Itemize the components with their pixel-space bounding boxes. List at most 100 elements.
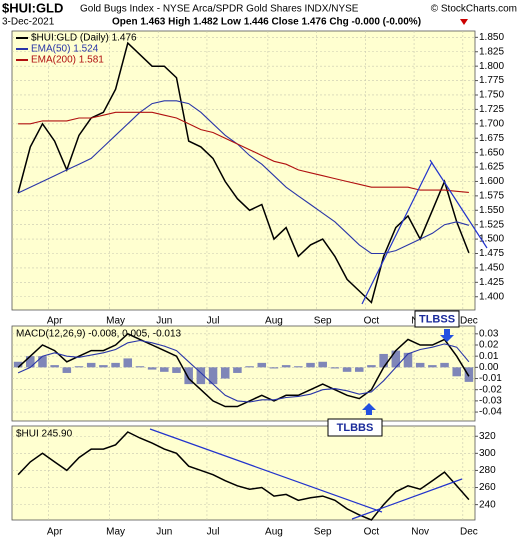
annotation-box	[414, 310, 460, 328]
y-tick-label: 0.01	[479, 351, 499, 362]
histogram-bar	[367, 365, 376, 368]
histogram-bar	[245, 366, 254, 368]
x-tick-label: May	[106, 527, 125, 538]
histogram-bar	[99, 365, 108, 368]
histogram-bar	[330, 367, 340, 369]
y-tick-label: 1.450	[479, 263, 504, 274]
panel-title: $HUI 245.90	[16, 429, 73, 440]
x-tick-label: Oct	[364, 527, 380, 538]
annotations: TLBSS TLBBS	[149, 159, 488, 520]
x-tick-label: Sep	[314, 527, 332, 538]
histogram-bar	[342, 367, 352, 372]
histogram-bar	[306, 362, 315, 368]
histogram-bar	[379, 353, 388, 368]
legend-label: $HUI:GLD (Daily) 1.476	[31, 33, 137, 44]
histogram-bar	[135, 366, 145, 368]
histogram-bar	[74, 366, 84, 368]
histogram-bar	[50, 365, 59, 368]
x-tick-label: Jun	[156, 527, 172, 538]
y-tick-label: 1.525	[479, 219, 504, 230]
y-tick-label: 0.03	[479, 328, 499, 339]
y-tick-label: 1.575	[479, 191, 504, 202]
histogram-bar	[440, 362, 449, 368]
y-tick-label: -0.04	[479, 407, 502, 418]
x-tick-label: Jul	[207, 316, 220, 327]
histogram-bar	[26, 356, 35, 368]
date: 3-Dec-2021	[2, 17, 55, 28]
y-tick-label: 1.825	[479, 46, 504, 57]
series-line	[18, 111, 469, 193]
x-tick-label: Dec	[460, 527, 478, 538]
plot-area	[11, 325, 476, 422]
symbol: $HUI:GLD	[2, 0, 63, 15]
histogram-bar	[111, 362, 120, 368]
y-tick-label: 280	[479, 465, 496, 476]
x-tick-label: Aug	[265, 527, 283, 538]
y-tick-label: -0.02	[479, 384, 502, 395]
description: Gold Bugs Index - NYSE Arca/SPDR Gold Sh…	[80, 4, 359, 15]
x-tick-label: Jun	[156, 316, 172, 327]
histogram-bar	[184, 367, 193, 385]
y-tick-label: 1.775	[479, 75, 504, 86]
histogram-bar	[428, 365, 437, 368]
y-tick-label: 1.600	[479, 176, 504, 187]
histogram-bar	[452, 367, 461, 377]
histogram-bar	[220, 367, 230, 379]
arrow	[440, 329, 454, 342]
panels: 1.400 1.425 1.450 1.475 1.500 1.525 1.550 1.575…	[11, 30, 504, 538]
trendline	[361, 161, 433, 305]
x-tick-label: Jul	[207, 527, 220, 538]
panel-title: MACD(12,26,9) -0.008, 0.005, -0.013	[16, 329, 182, 340]
y-tick-label: 1.700	[479, 118, 504, 129]
trendline	[149, 428, 383, 513]
annotation: TLBSS	[419, 313, 455, 325]
histogram-bar	[257, 362, 267, 368]
histogram-bar	[196, 367, 206, 385]
trendline	[429, 159, 488, 249]
histogram-bar	[415, 362, 425, 368]
y-tick-label: 320	[479, 431, 496, 442]
x-tick-label: Apr	[47, 527, 63, 538]
y-tick-label: 0.00	[479, 362, 499, 373]
histogram-bar	[38, 356, 47, 368]
x-tick-label: Apr	[47, 316, 63, 327]
x-tick-label: Oct	[364, 316, 380, 327]
y-tick-label: -0.01	[479, 373, 502, 384]
histogram-bar	[233, 367, 242, 373]
histogram-bar	[13, 361, 23, 368]
y-tick-label: 1.800	[479, 61, 504, 72]
x-tick-label: Sep	[314, 316, 332, 327]
histogram-bar	[123, 358, 133, 368]
y-tick-label: 0.02	[479, 340, 499, 351]
trendline	[351, 478, 463, 520]
histogram-bar	[294, 366, 303, 368]
quote: Open 1.463 High 1.482 Low 1.446 Close 1.…	[112, 17, 421, 28]
y-tick-label: 1.625	[479, 162, 504, 173]
y-tick-label: 1.675	[479, 133, 504, 144]
annotation: TLBBS	[337, 422, 374, 434]
legend-label: EMA(200) 1.581	[31, 55, 104, 66]
y-tick-label: 1.425	[479, 277, 504, 288]
histogram-bar	[403, 352, 413, 368]
histogram-bar	[464, 367, 474, 382]
y-tick-label: 240	[479, 499, 496, 510]
annotation-box	[327, 418, 383, 437]
y-tick-label: 1.850	[479, 32, 504, 43]
y-tick-label: 1.500	[479, 234, 504, 245]
plot-area	[11, 425, 476, 521]
series-line	[17, 100, 470, 255]
plot-area	[11, 30, 476, 311]
series-line	[17, 431, 470, 521]
y-tick-label: 1.650	[479, 147, 504, 158]
y-tick-label: -0.03	[479, 396, 502, 407]
y-tick-label: 1.400	[479, 291, 504, 302]
histogram-bar	[281, 365, 291, 368]
x-tick-label: Nov	[411, 527, 429, 538]
y-tick-label: 300	[479, 448, 496, 459]
histogram-bar	[172, 367, 181, 373]
x-tick-label: Aug	[265, 316, 283, 327]
x-tick-label: May	[106, 316, 125, 327]
histogram-bar	[391, 350, 401, 368]
legend-label: EMA(50) 1.524	[31, 44, 99, 55]
